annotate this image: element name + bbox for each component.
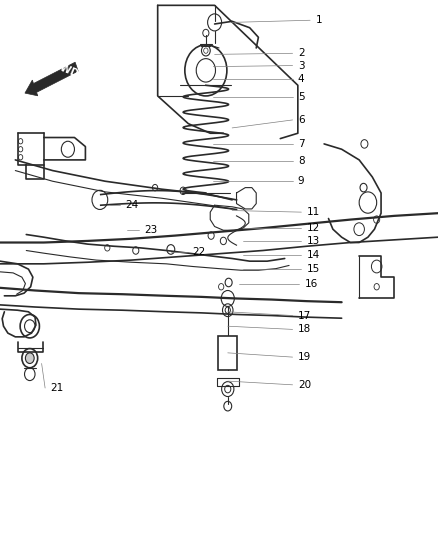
Text: 13: 13 (307, 236, 320, 246)
Text: 19: 19 (298, 352, 311, 362)
Text: 20: 20 (298, 380, 311, 390)
FancyArrow shape (25, 62, 78, 96)
Text: 22: 22 (192, 247, 205, 256)
Text: 24: 24 (125, 200, 138, 210)
Text: 17: 17 (298, 311, 311, 320)
Text: 6: 6 (298, 115, 304, 125)
Text: 4: 4 (298, 74, 304, 84)
Circle shape (25, 353, 34, 364)
Text: 8: 8 (298, 156, 304, 166)
Text: 9: 9 (298, 176, 304, 186)
Text: 1: 1 (315, 15, 322, 25)
Bar (218, 336, 237, 370)
Text: 2: 2 (298, 49, 304, 58)
Text: 16: 16 (304, 279, 318, 288)
Text: 18: 18 (298, 325, 311, 334)
Text: FWD: FWD (52, 61, 79, 80)
Text: 15: 15 (307, 264, 320, 273)
Text: 21: 21 (50, 383, 64, 393)
Text: 23: 23 (145, 225, 158, 235)
Text: 5: 5 (298, 92, 304, 102)
Text: 12: 12 (307, 223, 320, 233)
Text: 3: 3 (298, 61, 304, 70)
Text: 11: 11 (307, 207, 320, 217)
Text: 7: 7 (298, 139, 304, 149)
Text: 14: 14 (307, 250, 320, 260)
